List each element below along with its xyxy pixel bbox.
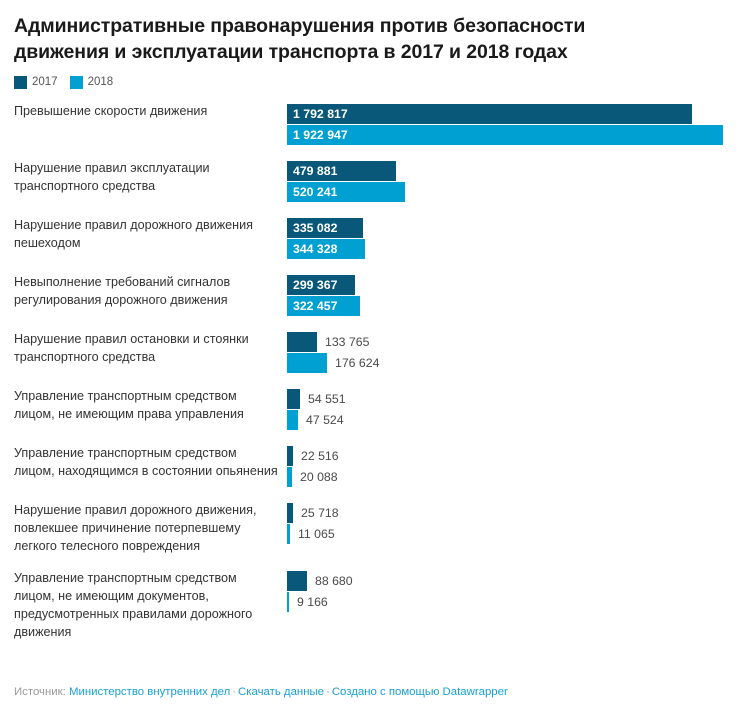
bar-line-2017: 335 082 <box>287 218 747 239</box>
bar-group: 54 551 47 524 <box>287 388 747 431</box>
bar-2018[interactable]: 344 328 <box>287 239 365 260</box>
bar-2018[interactable]: 1 922 947 <box>287 125 723 146</box>
bar-row: Невыполнение требований сигналов регулир… <box>0 274 747 317</box>
bar-row: Нарушение правил дорожного движения пеше… <box>0 217 747 260</box>
legend-swatch-2018 <box>69 76 83 90</box>
bar-line-2018: 176 624 <box>287 353 747 374</box>
bar-group: 299 367 322 457 <box>287 274 747 317</box>
bar-row-label: Нарушение правил остановки и стоянки тра… <box>14 332 249 365</box>
bar-group: 1 792 817 1 922 947 <box>287 103 747 146</box>
bar-line-2017: 299 367 <box>287 275 747 296</box>
bar-2017[interactable]: 335 082 <box>287 218 363 239</box>
bar-value-2017: 479 881 <box>293 164 338 179</box>
bar-2018[interactable]: 322 457 <box>287 296 360 317</box>
bar-line-2018: 322 457 <box>287 296 747 317</box>
bar-row-label: Нарушение правил дорожного движения пеше… <box>14 218 253 251</box>
bar-line-2017: 133 765 <box>287 332 747 353</box>
chart-legend: 2017 2018 <box>14 76 733 90</box>
bar-line-2018: 20 088 <box>287 467 747 488</box>
bar-rows: Превышение скорости движения 1 792 817 1 9… <box>0 103 747 641</box>
bar-row-label: Нарушение правил дорожного движения, пов… <box>14 503 257 554</box>
bar-row: Управление транспортным средством лицом,… <box>0 388 747 431</box>
footer-separator-2: · <box>326 686 330 698</box>
bar-value-2017: 1 792 817 <box>293 107 348 122</box>
bar-row: Управление транспортным средством лицом,… <box>0 445 747 488</box>
bar-value-2017: 25 718 <box>301 506 339 521</box>
bar-value-2018: 9 166 <box>297 595 328 610</box>
legend-label-2018: 2018 <box>87 76 114 89</box>
bar-2017[interactable] <box>287 571 307 592</box>
bar-value-2018: 176 624 <box>335 356 380 371</box>
bar-value-2018: 47 524 <box>306 413 344 428</box>
bar-row: Нарушение правил остановки и стоянки тра… <box>0 331 747 374</box>
bar-row-label: Управление транспортным средством лицом,… <box>14 571 253 639</box>
download-data-link[interactable]: Скачать данные <box>238 686 325 698</box>
bar-2018[interactable] <box>287 410 298 431</box>
bar-row-label: Управление транспортным средством лицом,… <box>14 446 278 479</box>
legend-item-2017[interactable]: 2017 <box>14 76 58 90</box>
bar-value-2018: 20 088 <box>300 470 338 485</box>
bar-row: Превышение скорости движения 1 792 817 1 9… <box>0 103 747 146</box>
bar-value-2017: 335 082 <box>293 221 338 236</box>
bar-2018[interactable] <box>287 524 290 545</box>
bar-row: Нарушение правил дорожного движения, пов… <box>0 502 747 556</box>
bar-line-2017: 54 551 <box>287 389 747 410</box>
bar-row-label: Превышение скорости движения <box>14 104 208 119</box>
bar-group: 133 765 176 624 <box>287 331 747 374</box>
bar-value-2018: 344 328 <box>293 242 338 257</box>
bar-value-2017: 54 551 <box>308 392 346 407</box>
bar-group: 335 082 344 328 <box>287 217 747 260</box>
bar-2017[interactable] <box>287 332 317 353</box>
bar-2017[interactable] <box>287 446 293 467</box>
bar-line-2018: 11 065 <box>287 524 747 545</box>
source-link[interactable]: Министерство внутренних дел <box>68 686 231 698</box>
bar-value-2017: 22 516 <box>301 449 339 464</box>
bar-value-2017: 133 765 <box>325 335 370 350</box>
chart-header: Административные правонарушения против б… <box>0 0 747 90</box>
legend-label-2017: 2017 <box>32 76 58 89</box>
datawrapper-credit-link[interactable]: Создано с помощью Datawrapper <box>331 686 508 698</box>
bar-value-2017: 299 367 <box>293 278 338 293</box>
bar-group: 25 718 11 065 <box>287 502 747 545</box>
bar-line-2018: 47 524 <box>287 410 747 431</box>
bar-value-2018: 1 922 947 <box>293 128 348 143</box>
bar-row: Управление транспортным средством лицом,… <box>0 570 747 642</box>
bar-2018[interactable] <box>287 467 292 488</box>
bar-row-label: Невыполнение требований сигналов регулир… <box>14 275 231 308</box>
source-label: Источник: <box>14 686 66 698</box>
bar-row-label: Нарушение правил эксплуатации транспортн… <box>14 161 210 194</box>
bar-row-label: Управление транспортным средством лицом,… <box>14 389 244 422</box>
bar-line-2017: 479 881 <box>287 161 747 182</box>
bar-2017[interactable]: 299 367 <box>287 275 355 296</box>
bar-group: 479 881 520 241 <box>287 160 747 203</box>
bar-line-2017: 25 718 <box>287 503 747 524</box>
chart-footer: Источник: Министерство внутренних дел · Ск… <box>0 686 747 698</box>
bar-group: 88 680 9 166 <box>287 570 747 613</box>
bar-2017[interactable]: 1 792 817 <box>287 104 692 125</box>
bar-value-2018: 322 457 <box>293 299 338 314</box>
bar-value-2018: 11 065 <box>298 527 335 542</box>
bar-2018[interactable] <box>287 592 289 613</box>
legend-item-2018[interactable]: 2018 <box>69 76 114 90</box>
bar-line-2018: 9 166 <box>287 592 747 613</box>
bar-line-2017: 1 792 817 <box>287 104 747 125</box>
bar-group: 22 516 20 088 <box>287 445 747 488</box>
bar-value-2017: 88 680 <box>315 574 353 589</box>
bar-2017[interactable]: 479 881 <box>287 161 396 182</box>
footer-separator-1: · <box>232 686 237 698</box>
bar-line-2018: 520 241 <box>287 182 747 203</box>
bar-2017[interactable] <box>287 389 300 410</box>
page-title: Административные правонарушения против б… <box>14 15 586 63</box>
bar-2017[interactable] <box>287 503 293 524</box>
bar-line-2017: 88 680 <box>287 571 747 592</box>
legend-swatch-2017 <box>14 76 27 90</box>
bar-2018[interactable]: 520 241 <box>287 182 405 203</box>
bar-row: Нарушение правил эксплуатации транспортн… <box>0 160 747 203</box>
bar-line-2018: 1 922 947 <box>287 125 747 146</box>
bar-value-2018: 520 241 <box>293 185 338 200</box>
bar-2018[interactable] <box>287 353 327 374</box>
bar-line-2018: 344 328 <box>287 239 747 260</box>
bar-line-2017: 22 516 <box>287 446 747 467</box>
